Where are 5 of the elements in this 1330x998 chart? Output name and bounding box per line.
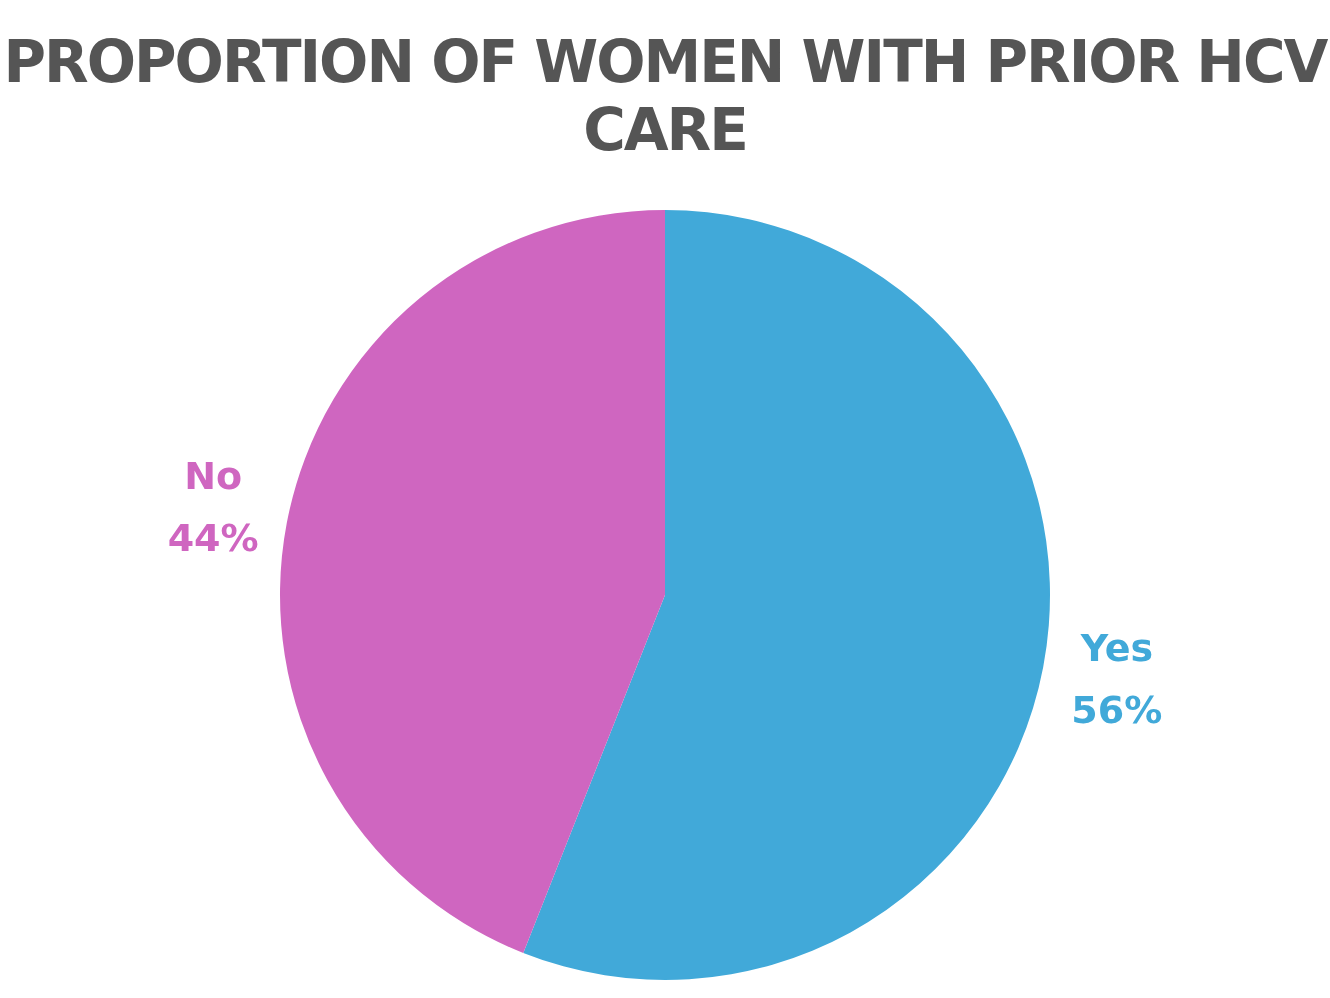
data-label: 44% [167, 515, 259, 560]
chart-title: PROPORTION OF WOMEN WITH PRIOR HCV CARE [2, 28, 1329, 164]
slice-label: Yes [1079, 626, 1154, 671]
data-label: 56% [1071, 688, 1163, 733]
slice-label: No [184, 453, 243, 498]
